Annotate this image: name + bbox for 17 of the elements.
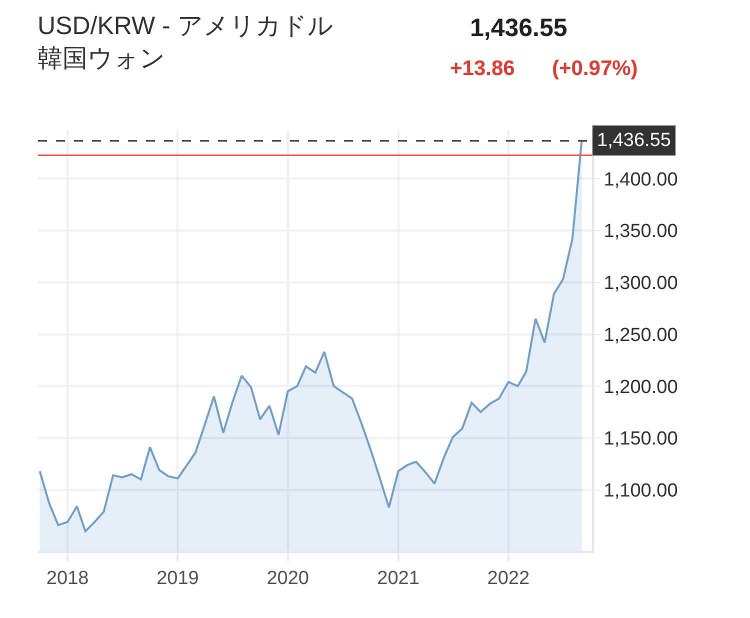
x-tick-label: 2022 (487, 568, 530, 589)
y-tick-label: 1,300.00 (604, 273, 678, 294)
y-tick-label: 1,350.00 (604, 221, 678, 242)
y-tick-label: 1,400.00 (604, 169, 678, 190)
y-tick-label: 1,100.00 (604, 480, 678, 502)
chart-title: USD/KRW - アメリカドル韓国ウォン (38, 12, 334, 72)
y-tick-label: 1,150.00 (604, 428, 678, 450)
y-tick-label: 1,200.00 (604, 376, 678, 398)
y-tick-label: 1,250.00 (604, 324, 678, 346)
text: (+0.97%) (552, 57, 638, 80)
x-tick-label: 2021 (377, 568, 420, 589)
x-tick-label: 2018 (46, 568, 89, 589)
x-tick-label: 2019 (156, 568, 199, 589)
ref-line-label: 1,436.55 (597, 130, 671, 151)
text: +13.86 (450, 57, 515, 80)
text: 1,436.55 (470, 14, 568, 42)
x-tick-label: 2020 (266, 568, 309, 589)
